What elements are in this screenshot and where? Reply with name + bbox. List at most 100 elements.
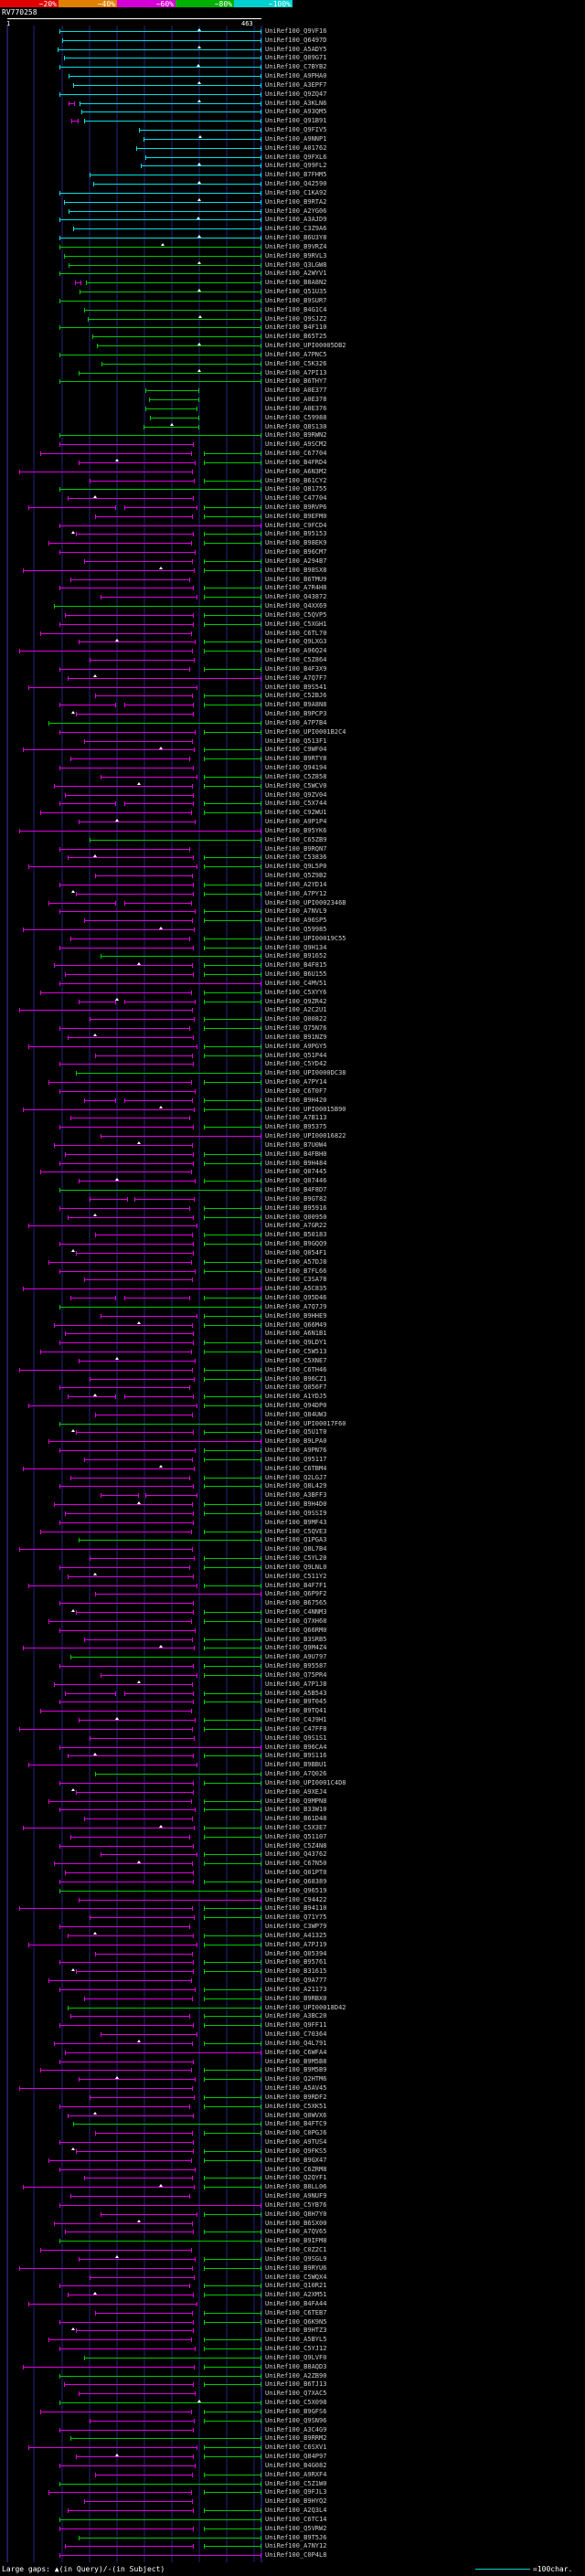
hsp-bar[interactable] [69, 578, 191, 580]
hsp-bar[interactable] [203, 2070, 261, 2072]
hit-label[interactable]: UniRef100_B4FTC9 [265, 2120, 327, 2128]
hsp-bar[interactable] [67, 2510, 194, 2512]
hit-label[interactable]: UniRef100_B7U0W4 [265, 1140, 327, 1149]
hsp-bar[interactable] [23, 2187, 196, 2189]
hsp-bar[interactable] [141, 165, 261, 167]
hsp-bar[interactable] [94, 875, 193, 877]
hsp-bar[interactable] [203, 695, 261, 697]
hsp-bar[interactable] [18, 830, 261, 832]
hit-label[interactable]: UniRef100_A2WYV1 [265, 270, 327, 278]
hsp-bar[interactable] [59, 2142, 194, 2144]
hit-label[interactable]: UniRef100_A2YD14 [265, 880, 327, 888]
hit-label[interactable]: UniRef100_Q95D46 [265, 1294, 327, 1302]
hit-label[interactable]: UniRef100_Q8L7B4 [265, 1545, 327, 1553]
hsp-bar[interactable] [203, 1692, 261, 1694]
hsp-bar[interactable] [59, 2555, 261, 2557]
hit-label[interactable]: UniRef100_C3Z9A6 [265, 225, 327, 233]
hsp-bar[interactable] [69, 758, 191, 760]
hsp-bar[interactable] [59, 623, 194, 625]
hit-label[interactable]: UniRef100_Q66RM0 [265, 1626, 327, 1634]
hit-label[interactable]: UniRef100_UPI00016822 [265, 1132, 346, 1140]
hsp-bar[interactable] [83, 309, 261, 311]
hit-label[interactable]: UniRef100_UPI00018D42 [265, 2003, 346, 2011]
hit-label[interactable]: UniRef100_C5Z864 [265, 656, 327, 664]
hsp-bar[interactable] [53, 1683, 193, 1685]
hit-label[interactable]: UniRef100_B61CY2 [265, 476, 327, 484]
hsp-bar[interactable] [53, 785, 193, 787]
hit-label[interactable]: UniRef100_B9RTY8 [265, 755, 327, 763]
hsp-bar[interactable] [59, 2483, 261, 2485]
hsp-bar[interactable] [59, 2321, 194, 2323]
hit-label[interactable]: UniRef100_B6TJ13 [265, 2380, 327, 2389]
hsp-bar[interactable] [64, 1153, 194, 1155]
hsp-bar[interactable] [64, 974, 194, 976]
hsp-bar[interactable] [203, 623, 261, 625]
hsp-bar[interactable] [148, 399, 199, 401]
hit-label[interactable]: UniRef100_B91652 [265, 952, 327, 960]
hsp-bar[interactable] [203, 1962, 261, 1964]
hsp-bar[interactable] [83, 1638, 193, 1640]
hit-label[interactable]: UniRef100_A7Q026 [265, 1770, 327, 1778]
hsp-bar[interactable] [28, 2303, 197, 2305]
hit-label[interactable]: UniRef100_C5YD42 [265, 1060, 327, 1068]
hsp-bar[interactable] [59, 238, 261, 239]
hsp-bar[interactable] [83, 1818, 193, 1820]
hit-label[interactable]: UniRef100_Q94194 [265, 764, 327, 772]
hit-label[interactable]: UniRef100_Q2LGJ7 [265, 1473, 327, 1481]
hsp-bar[interactable] [59, 848, 191, 850]
hit-label[interactable]: UniRef100_A6N1B1 [265, 1330, 327, 1338]
hit-label[interactable]: UniRef100_C5QVP5 [265, 610, 327, 619]
hit-label[interactable]: UniRef100_B95YK6 [265, 826, 327, 834]
hsp-bar[interactable] [203, 2079, 261, 2081]
hsp-bar[interactable] [72, 2124, 261, 2125]
hsp-bar[interactable] [59, 1162, 194, 1164]
hsp-bar[interactable] [48, 722, 261, 724]
hsp-bar[interactable] [59, 1270, 197, 1272]
hsp-bar[interactable] [59, 1127, 194, 1129]
hsp-bar[interactable] [203, 1782, 261, 1784]
hsp-bar[interactable] [203, 2339, 261, 2341]
hit-label[interactable]: UniRef100_UPI00005DB2 [265, 342, 346, 350]
hit-label[interactable]: UniRef100_A9TUS4 [265, 2138, 327, 2147]
hsp-bar[interactable] [59, 1629, 197, 1631]
hsp-bar[interactable] [100, 1136, 261, 1138]
hit-label[interactable]: UniRef100_Q96519 [265, 1886, 327, 1894]
hit-label[interactable]: UniRef100_C5Z858 [265, 772, 327, 780]
hsp-bar[interactable] [69, 1836, 191, 1838]
hsp-bar[interactable] [75, 893, 194, 895]
hit-label[interactable]: UniRef100_B9RDF2 [265, 2093, 327, 2101]
hsp-bar[interactable] [59, 1521, 194, 1523]
hit-label[interactable]: UniRef100_A5B543 [265, 1689, 327, 1697]
hsp-bar[interactable] [89, 1198, 128, 1200]
hsp-bar[interactable] [67, 1216, 194, 1218]
hsp-bar[interactable] [203, 2321, 261, 2323]
hsp-bar[interactable] [53, 2042, 193, 2044]
hsp-bar[interactable] [124, 1099, 193, 1101]
hit-label[interactable]: UniRef100_B6U155 [265, 970, 327, 979]
hit-label[interactable]: UniRef100_A0E376 [265, 404, 327, 412]
hsp-bar[interactable] [203, 1045, 261, 1047]
hsp-bar[interactable] [203, 614, 261, 616]
hsp-bar[interactable] [59, 768, 194, 769]
hsp-bar[interactable] [203, 2447, 261, 2449]
hsp-bar[interactable] [203, 1917, 261, 1919]
hsp-bar[interactable] [64, 2051, 261, 2053]
hsp-bar[interactable] [203, 1432, 261, 1434]
hsp-bar[interactable] [18, 1369, 193, 1371]
hsp-bar[interactable] [89, 1019, 196, 1021]
hit-label[interactable]: UniRef100_Q9FXL6 [265, 153, 327, 161]
hsp-bar[interactable] [59, 2429, 194, 2431]
hsp-bar[interactable] [94, 1774, 261, 1776]
hsp-bar[interactable] [64, 2231, 194, 2233]
hsp-bar[interactable] [71, 121, 79, 122]
hsp-bar[interactable] [203, 857, 261, 859]
hit-label[interactable]: UniRef100_B9RYU6 [265, 2263, 327, 2272]
hsp-bar[interactable] [75, 2456, 194, 2458]
hsp-bar[interactable] [78, 1540, 261, 1542]
hit-label[interactable]: UniRef100_A3C4G9 [265, 2425, 327, 2433]
hit-label[interactable]: UniRef100_A7NVL9 [265, 907, 327, 916]
hit-label[interactable]: UniRef100_Q84P97 [265, 2453, 327, 2461]
hit-label[interactable]: UniRef100_A9NUF9 [265, 2192, 327, 2200]
hit-label[interactable]: UniRef100_Q9M4Z4 [265, 1644, 327, 1652]
hit-label[interactable]: UniRef100_C9FCD4 [265, 521, 327, 529]
